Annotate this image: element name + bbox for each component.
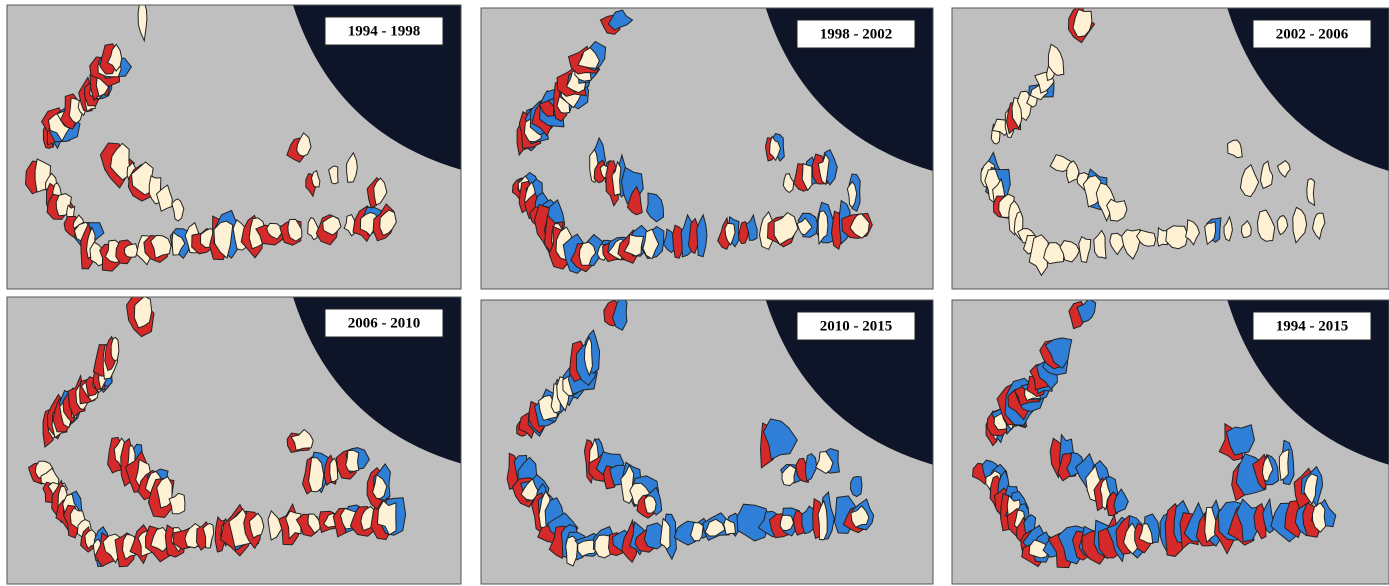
- map-panel: 1994 - 2015: [952, 299, 1389, 584]
- map-panel: 2002 - 2006: [952, 5, 1389, 289]
- map-panel: 2010 - 2015: [481, 296, 933, 584]
- figure: 1994 - 1998 1998 - 2002 2002 - 2006 2006 - …: [0, 0, 1389, 586]
- stable-patch: [346, 450, 359, 471]
- stable-patch: [309, 458, 324, 492]
- change-patch: [851, 477, 863, 497]
- stable-patch: [644, 496, 656, 513]
- period-label: 1994 - 1998: [348, 23, 421, 39]
- stable-patch: [780, 515, 794, 531]
- period-label: 2010 - 2015: [820, 318, 893, 334]
- map-panel: 2006 - 2010: [7, 286, 461, 585]
- period-label: 1998 - 2002: [820, 26, 893, 42]
- period-label: 2002 - 2006: [1276, 26, 1349, 42]
- period-label: 1994 - 2015: [1276, 318, 1349, 334]
- stable-patch: [111, 337, 119, 361]
- map-panel: 1998 - 2002: [481, 8, 933, 289]
- period-label: 2006 - 2010: [348, 315, 421, 331]
- map-panel: 1994 - 1998: [7, 0, 461, 289]
